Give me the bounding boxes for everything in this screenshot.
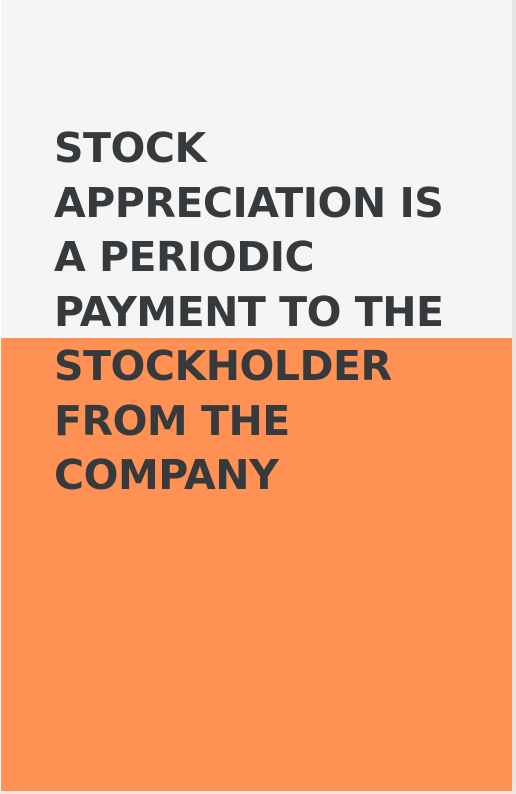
accent-block <box>1 338 512 791</box>
statement-line: STOCKHOLDER <box>54 342 392 390</box>
statement-line: APPRECIATION IS <box>54 178 444 227</box>
right-edge <box>512 0 516 794</box>
statement-text: STOCK APPRECIATION IS A PERIODIC PAYMENT… <box>54 121 484 503</box>
bottom-edge <box>0 791 516 794</box>
statement-line: FROM THE <box>54 396 290 445</box>
statement-line: A PERIODIC <box>54 233 315 281</box>
statement-line: STOCK <box>54 124 206 172</box>
statement-line: COMPANY <box>54 451 279 499</box>
statement-line: PAYMENT TO THE <box>54 287 444 336</box>
